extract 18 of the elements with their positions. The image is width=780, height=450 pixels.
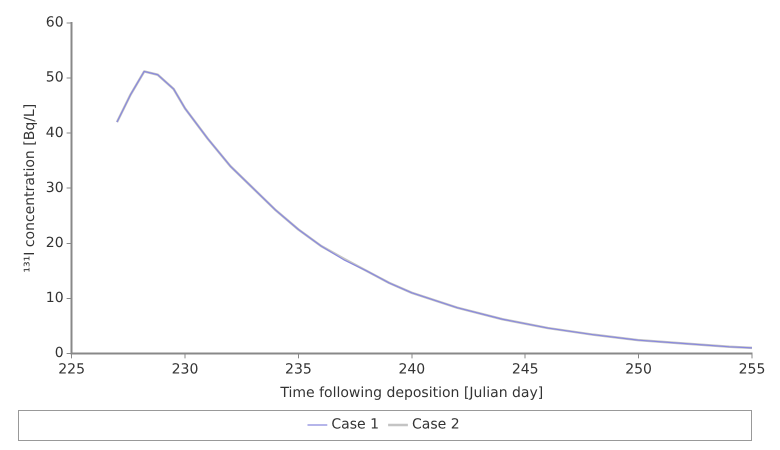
x-tick-label: 255 [738,361,766,378]
y-tick-label: 10 [46,290,64,306]
legend-label: Case 2 [412,416,460,433]
y-axis-title: ¹³¹I concentration [Bq/L] [22,104,38,273]
x-tick-label: 250 [625,361,652,378]
x-axis-title: Time following deposition [Julian day] [279,385,544,402]
y-tick-label: 40 [46,124,64,141]
y-tick-label: 0 [54,345,64,362]
y-tick-label: 30 [46,180,64,196]
legend-label: Case 1 [331,416,380,433]
x-tick-label: 225 [58,361,85,378]
x-tick-label: 235 [285,361,312,378]
y-tick-label: 20 [46,234,64,251]
x-tick-label: 230 [172,361,198,378]
y-tick-label: 50 [46,70,64,86]
x-tick-label: 245 [512,361,539,378]
y-tick-label: 60 [46,14,64,31]
x-tick-label: 240 [398,361,426,378]
